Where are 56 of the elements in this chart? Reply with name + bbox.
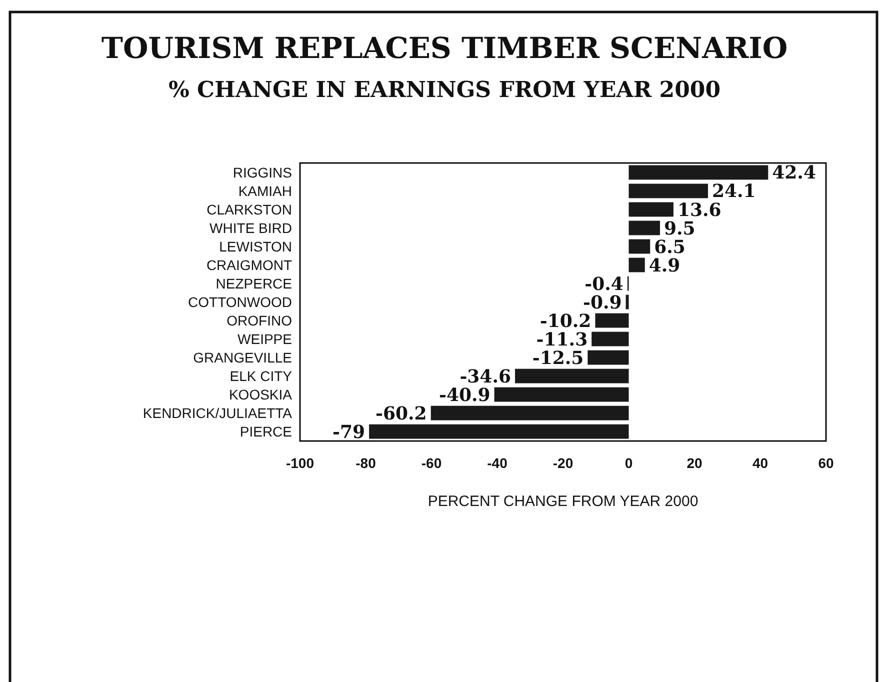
- bar: [628, 220, 660, 236]
- y-tick-label: CLARKSTON: [206, 201, 292, 218]
- y-tick-label: KOOSKIA: [228, 386, 293, 402]
- x-tick-label: 40: [752, 455, 768, 471]
- data-label: -12.5: [532, 348, 584, 369]
- y-tick-label: KENDRICK/JULIAETTA: [142, 404, 293, 421]
- x-tick-label: -80: [356, 455, 376, 471]
- bar: [628, 202, 674, 217]
- x-tick-label: 0: [624, 455, 633, 471]
- y-tick-label: OROFINO: [226, 312, 292, 328]
- y-tick-label: GRANGEVILLE: [193, 349, 292, 366]
- bar: [430, 406, 629, 420]
- data-label: 42.4: [772, 162, 816, 184]
- x-tick-label: -60: [421, 455, 442, 471]
- bar: [369, 424, 629, 439]
- data-label: -0.9: [582, 292, 622, 314]
- bar: [588, 350, 629, 365]
- data-label: -40.9: [438, 384, 490, 406]
- data-label: -11.3: [536, 329, 588, 350]
- y-tick-label: KAMIAH: [238, 182, 292, 199]
- bar: [626, 294, 629, 310]
- data-label: 4.9: [648, 255, 680, 276]
- y-tick-label: COTTONWOOD: [188, 294, 292, 310]
- data-label: 24.1: [712, 181, 756, 202]
- bar: [628, 258, 645, 272]
- bar: [628, 184, 708, 198]
- data-label: -60.2: [376, 403, 427, 424]
- x-tick-label: -40: [487, 455, 508, 471]
- chart-title: TOURISM REPLACES TIMBER SCENARIO: [101, 31, 788, 65]
- data-label: -34.6: [460, 366, 512, 388]
- y-tick-label: ELK CITY: [230, 368, 293, 384]
- chart-subtitle: % CHANGE IN EARNINGS FROM YEAR 2000: [168, 77, 721, 103]
- y-tick-label: RIGGINS: [232, 164, 292, 180]
- y-tick-label: NEZPERCE: [216, 275, 292, 292]
- y-tick-label: LEWISTON: [219, 238, 292, 254]
- x-tick-label: -20: [552, 455, 574, 471]
- bar: [494, 387, 629, 402]
- y-tick-label: CRAIGMONT: [206, 256, 292, 273]
- x-tick-label: 20: [686, 455, 702, 471]
- bar: [628, 165, 768, 180]
- x-tick-label: 60: [818, 455, 834, 471]
- data-label: -0.4: [584, 274, 624, 295]
- data-label: -79: [332, 422, 366, 443]
- bar: [592, 332, 629, 346]
- y-tick-label: WHITE BIRD: [210, 220, 292, 236]
- y-tick-label: WEIPPE: [238, 330, 292, 347]
- x-tick-label: -100: [286, 455, 314, 471]
- bar: [595, 313, 629, 328]
- bar: [628, 239, 650, 254]
- y-tick-label: PIERCE: [240, 423, 292, 440]
- data-label: 6.5: [654, 236, 686, 258]
- data-label: -10.2: [540, 310, 592, 332]
- data-label: 9.5: [664, 218, 696, 240]
- x-axis-title: PERCENT CHANGE FROM YEAR 2000: [428, 493, 698, 510]
- bar: [515, 368, 629, 384]
- data-label: 13.6: [677, 200, 722, 221]
